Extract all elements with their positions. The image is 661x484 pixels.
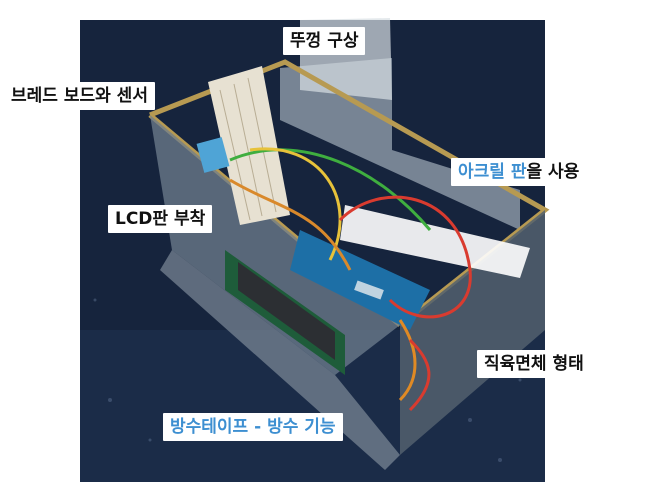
label-breadboard-sensor-text: 브레드 보드와 센서 xyxy=(11,86,148,106)
label-lid-text: 뚜껑 구상 xyxy=(290,31,359,51)
temperature-sensor xyxy=(196,137,230,173)
label-acrylic-highlight: 아크릴 판 xyxy=(458,162,527,182)
acrylic-left-panel xyxy=(150,115,400,375)
label-cuboid-shape: 직육면체 형태 xyxy=(477,350,591,378)
label-lcd-text: LCD판 부착 xyxy=(115,209,206,229)
acrylic-back-panel xyxy=(280,58,520,230)
label-cuboid-text: 직육면체 형태 xyxy=(484,354,584,374)
label-acrylic-rest: 을 사용 xyxy=(526,162,580,182)
label-waterproof-text: 방수테이프 - 방수 기능 xyxy=(170,417,336,437)
label-lid-design: 뚜껑 구상 xyxy=(283,27,366,55)
breadboard xyxy=(208,66,290,225)
label-lcd-attach: LCD판 부착 xyxy=(108,205,213,233)
label-acrylic-panel: 아크릴 판을 사용 xyxy=(451,158,587,186)
label-breadboard-sensor: 브레드 보드와 센서 xyxy=(4,82,155,110)
label-waterproof-tape: 방수테이프 - 방수 기능 xyxy=(163,413,343,441)
